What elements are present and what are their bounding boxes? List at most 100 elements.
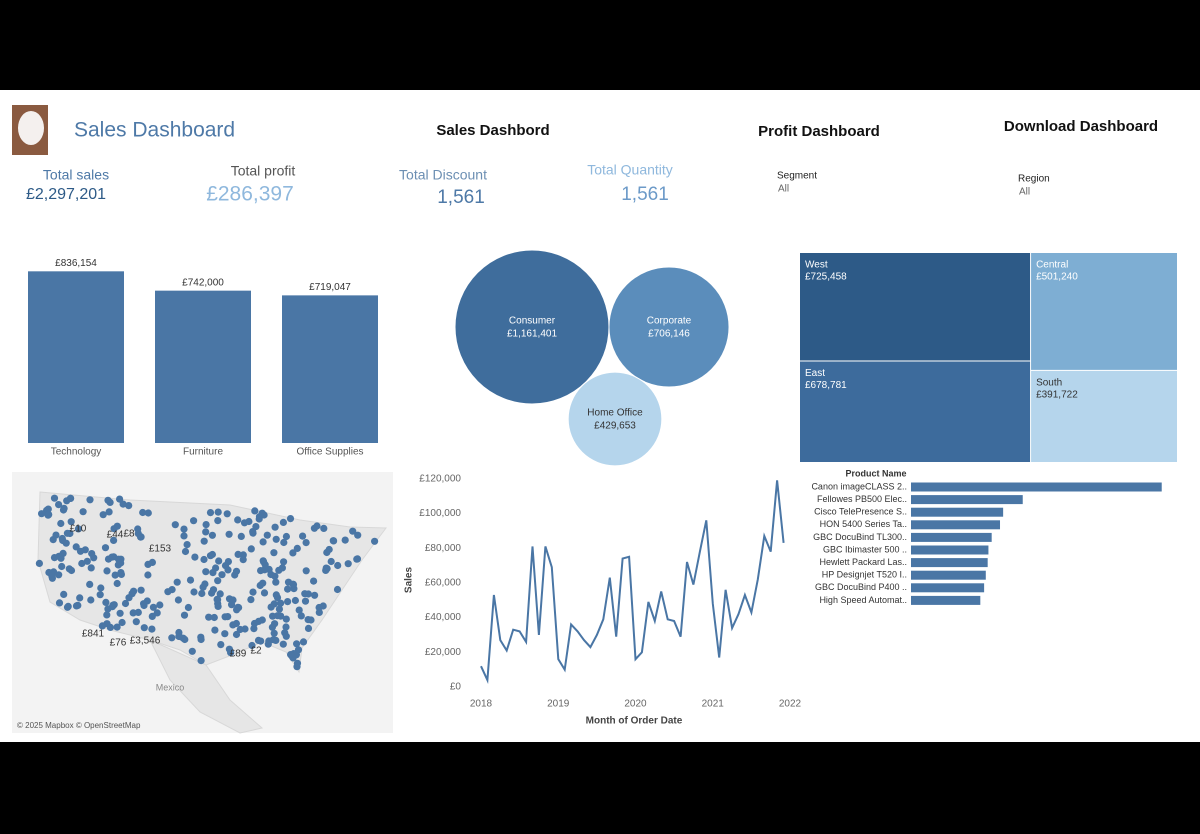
- map-dot: [197, 633, 205, 641]
- map-dot: [234, 603, 242, 612]
- map-dot: [264, 640, 272, 648]
- treemap-cell: [800, 361, 1031, 462]
- map-dot: [293, 640, 301, 648]
- top-band: [0, 0, 1200, 90]
- data-label: £429,653: [594, 421, 636, 432]
- map-land: [148, 638, 264, 734]
- nav-button[interactable]: Profit Dashboard: [758, 123, 880, 140]
- bubble-label: Consumer: [509, 316, 556, 327]
- map-dot: [272, 591, 280, 599]
- map-dot: [191, 553, 199, 561]
- map-dot: [74, 601, 82, 610]
- x-axis-title: Month of Order Date: [586, 716, 683, 727]
- map-attribution: © 2025 Mapbox © OpenStreetMap: [17, 721, 141, 730]
- map-dot: [215, 557, 223, 565]
- map-dot: [371, 537, 379, 545]
- map-dot: [234, 550, 242, 559]
- map-dot: [223, 510, 231, 518]
- map-dot: [221, 562, 230, 570]
- cell-label: West: [805, 260, 828, 271]
- map-dot: [270, 549, 278, 557]
- map-dot: [202, 568, 210, 576]
- map-dot: [63, 603, 72, 611]
- map-label: £10: [70, 524, 87, 535]
- map-dot: [119, 500, 127, 508]
- nav-button[interactable]: Sales Dashbord: [436, 122, 549, 139]
- map-dot: [282, 632, 290, 640]
- row-label: GBC DocuBind TL300..: [813, 532, 907, 542]
- map-dot: [116, 495, 124, 503]
- map-dot: [67, 518, 75, 526]
- map-dot: [48, 572, 56, 580]
- map-dot: [257, 567, 265, 575]
- map-dot: [180, 611, 189, 619]
- map-dot: [279, 518, 287, 527]
- map-dot: [322, 564, 330, 572]
- map-dot: [218, 571, 226, 579]
- map-dot: [341, 536, 349, 544]
- map-dot: [354, 531, 362, 539]
- map-dot: [209, 569, 217, 577]
- cell-label: East: [805, 368, 825, 379]
- data-label: £706,146: [648, 329, 690, 340]
- map-dot: [50, 494, 59, 502]
- y-tick-label: £20,000: [425, 647, 462, 658]
- map-dot: [86, 580, 94, 589]
- data-label: £501,240: [1036, 272, 1078, 283]
- map-dot: [57, 519, 65, 528]
- map-dot: [87, 596, 95, 604]
- map-dot: [199, 583, 207, 591]
- map-dot: [96, 591, 104, 599]
- map-dot: [125, 594, 133, 602]
- bottom-band: [0, 742, 1200, 834]
- y-tick-label: £80,000: [425, 543, 462, 554]
- map-dot: [116, 609, 124, 617]
- map-dot: [225, 645, 233, 653]
- map-dot: [216, 590, 224, 598]
- x-tick-label: Technology: [51, 447, 102, 458]
- map-dot: [118, 618, 126, 627]
- map-dot: [105, 508, 113, 516]
- map-dot: [293, 659, 302, 667]
- map-dot: [234, 516, 242, 524]
- map-dot: [74, 525, 82, 533]
- map-dot: [140, 601, 148, 610]
- map-dot: [330, 537, 338, 545]
- map-dot: [140, 624, 148, 632]
- map-dot: [260, 589, 269, 597]
- map-dot: [206, 508, 215, 517]
- map-dot: [209, 586, 218, 594]
- map-dot: [293, 544, 301, 553]
- x-tick-label: 2022: [779, 699, 802, 710]
- map-dot: [148, 612, 156, 621]
- filter-value[interactable]: All: [1019, 187, 1030, 198]
- map-dot: [180, 532, 188, 540]
- map-dot: [255, 617, 263, 626]
- filter-label: Segment: [777, 171, 817, 182]
- map-dot: [55, 501, 63, 509]
- filter-value[interactable]: All: [778, 184, 789, 195]
- x-tick-label: 2019: [547, 699, 570, 710]
- map-dot: [221, 613, 229, 621]
- map-dot: [225, 530, 233, 538]
- map-dot: [294, 646, 303, 654]
- map-dot: [60, 504, 68, 512]
- map-dot: [180, 525, 188, 533]
- kpi-value: 1,561: [621, 184, 669, 205]
- map-dot: [66, 529, 74, 538]
- data-label: £391,722: [1036, 390, 1078, 401]
- map-dot: [279, 640, 287, 648]
- bar: [911, 532, 992, 542]
- bar: [282, 295, 378, 443]
- map-dot: [304, 624, 313, 633]
- row-label: Cisco TelePresence S..: [814, 507, 907, 517]
- map-dot: [291, 596, 299, 605]
- nav-button[interactable]: Download Dashboard: [1004, 118, 1158, 135]
- map-dot: [307, 616, 315, 624]
- map-dot: [156, 601, 164, 609]
- map-dot: [325, 545, 333, 554]
- kpi-label: Total Discount: [399, 167, 487, 183]
- map-dot: [148, 625, 156, 633]
- treemap-cell: [1031, 370, 1177, 462]
- map-dot: [213, 595, 221, 604]
